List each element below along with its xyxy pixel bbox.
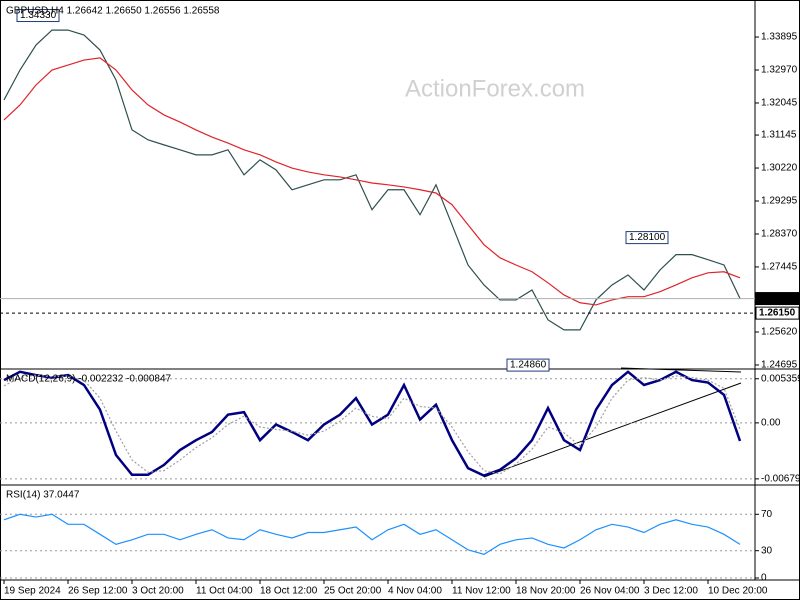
annotation-box: [16, 9, 60, 23]
annotation-label: 1.34330: [20, 10, 57, 21]
annotation-label: 1.24860: [510, 360, 547, 371]
y-tick-label: 0.00: [761, 418, 781, 429]
series-line: [3, 374, 741, 475]
y-tick-label: 0.005359: [761, 373, 800, 384]
panel-title: GBPUSD,H4 1.26642 1.26650 1.26556 1.2655…: [6, 6, 220, 17]
annotation-box: [625, 231, 669, 245]
y-tick-label: 1.33895: [761, 32, 798, 43]
x-tick-label: 26 Nov 04:00: [580, 586, 640, 597]
series-line: [3, 29, 741, 331]
watermark: ActionForex.com: [405, 75, 585, 102]
panel-title: RSI(14) 37.0447: [6, 490, 80, 501]
annotation-label: 1.28100: [629, 232, 666, 243]
x-tick-label: 11 Oct 04:00: [196, 586, 253, 597]
x-tick-label: 4 Nov 04:00: [388, 586, 442, 597]
x-tick-label: 19 Sep 2024: [4, 586, 61, 597]
y-tick-label: 0: [761, 573, 767, 584]
x-tick-label: 11 Nov 12:00: [452, 586, 511, 597]
y-tick-label: 1.32970: [761, 65, 798, 76]
y-tick-label: 1.29295: [761, 196, 798, 207]
trendline: [483, 382, 742, 478]
price-label-box: [755, 292, 800, 306]
x-tick-label: 10 Dec 20:00: [708, 586, 768, 597]
y-tick-label: 70: [761, 509, 773, 520]
y-tick-label: 30: [761, 545, 773, 556]
y-tick-label: 1.25620: [761, 327, 798, 338]
series-line: [3, 513, 741, 555]
y-tick-label: -0.006798: [761, 474, 800, 485]
panel-title: MACD(12,26,9) -0.002232 -0.000847: [6, 374, 172, 385]
annotation-box: [506, 358, 550, 372]
price-label: 1.26150: [759, 308, 796, 319]
x-tick-label: 18 Oct 12:00: [260, 586, 318, 597]
x-tick-label: 3 Oct 20:00: [132, 586, 184, 597]
price-label: 1.26558: [759, 293, 796, 304]
x-tick-label: 26 Sep 12:00: [68, 586, 128, 597]
price-label-box: [755, 306, 800, 320]
x-tick-label: 18 Nov 20:00: [516, 586, 576, 597]
trendline: [620, 367, 742, 373]
series-line: [3, 370, 742, 477]
x-tick-label: 3 Dec 12:00: [644, 586, 698, 597]
y-tick-label: 1.32045: [761, 98, 798, 109]
y-tick-label: 1.28370: [761, 229, 798, 240]
x-tick-label: 25 Oct 20:00: [324, 586, 382, 597]
y-tick-label: 1.31145: [761, 130, 797, 141]
y-tick-label: 1.24695: [761, 360, 798, 371]
y-tick-label: 1.27445: [761, 262, 798, 273]
y-tick-label: 1.30220: [761, 163, 798, 174]
